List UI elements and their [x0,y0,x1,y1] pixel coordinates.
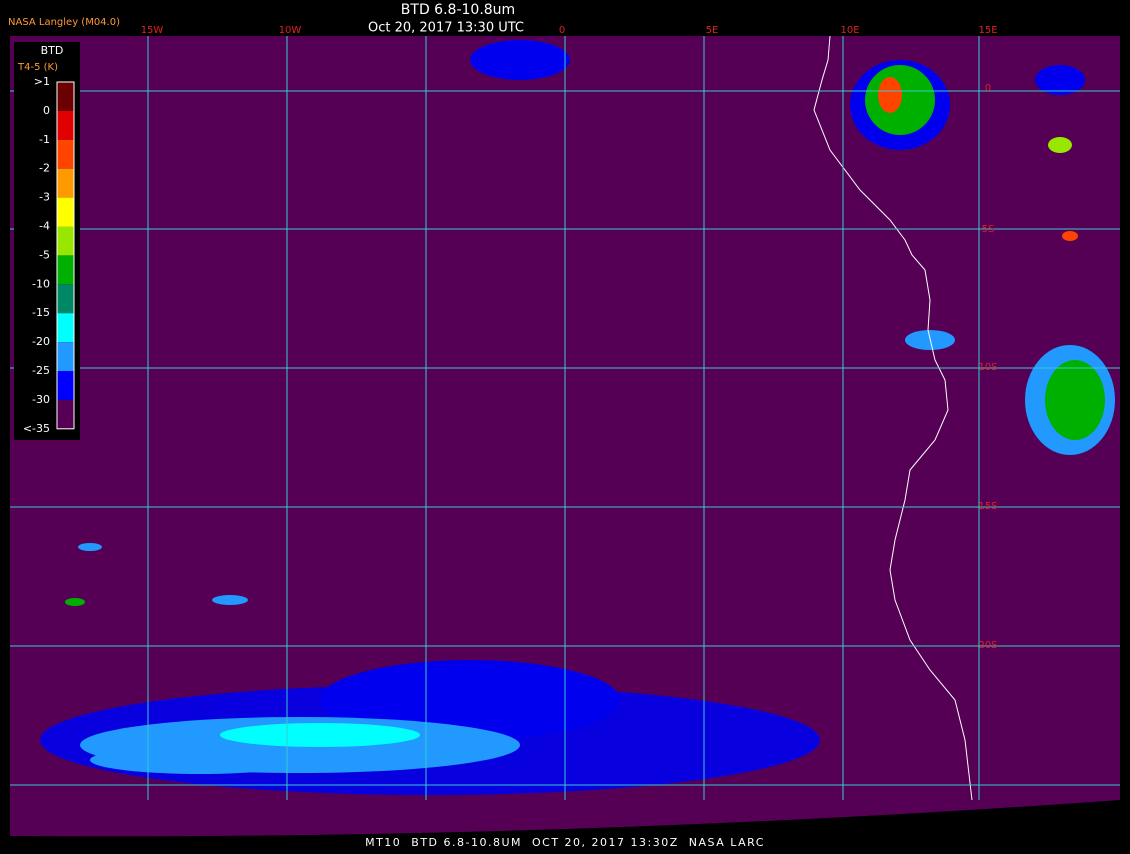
legend-label: -15 [32,306,50,319]
legend-label: -5 [39,248,50,261]
legend-swatch [57,399,74,429]
lon-label: 10E [840,25,859,36]
lat-label: 5S [982,224,995,235]
legend-units: T4-5 (K) [17,62,58,73]
lon-label: 15E [978,25,997,36]
legend-swatch [57,168,74,198]
legend-swatch [57,255,74,285]
legend-swatch [57,226,74,256]
lon-label: 5E [706,25,719,36]
coastline [813,35,973,801]
legend-label: -10 [32,277,50,290]
grid: 15W 10W 0 5E 10E 15E 0 5S 10S 15S 20S [10,25,1120,800]
legend-swatch [57,139,74,169]
legend-label: -25 [32,364,50,377]
footer: MT10 BTD 6.8-10.8UM OCT 20, 2017 13:30Z … [365,836,765,849]
lat-label: 0 [985,83,991,94]
legend-label: -4 [39,220,50,233]
legend-label: 0 [43,104,50,117]
lon-label: 10W [279,25,302,36]
legend-label: <-35 [23,422,50,435]
legend-swatch [57,342,74,371]
legend-label: -1 [39,133,50,146]
legend: >1 0 -1 -2 -3 -4 -5 -10 -15 -20 -25 -30 <-35 [23,75,75,435]
lat-label: 15S [978,501,997,512]
lat-label: 20S [978,640,997,651]
lat-label: 10S [978,362,997,373]
legend-swatch [57,313,74,343]
clouds [40,40,1115,795]
lon-label: 0 [559,25,565,36]
legend-swatch [57,284,74,314]
legend-label: -3 [39,191,50,204]
legend-label: -20 [32,335,50,348]
legend-label: >1 [34,75,50,88]
legend-swatch [57,371,74,400]
lon-label: 15W [141,25,164,36]
datetime: Oct 20, 2017 13:30 UTC [368,21,524,36]
legend-frame [56,81,75,430]
title: BTD 6.8-10.8um [401,2,515,18]
legend-title: BTD [41,44,64,57]
legend-swatch [57,82,74,111]
legend-label: -30 [32,393,50,406]
legend-swatch [57,110,74,140]
legend-label: -2 [39,162,50,175]
legend-swatch [57,197,74,227]
org-label: NASA Langley (M04.0) [8,17,120,28]
